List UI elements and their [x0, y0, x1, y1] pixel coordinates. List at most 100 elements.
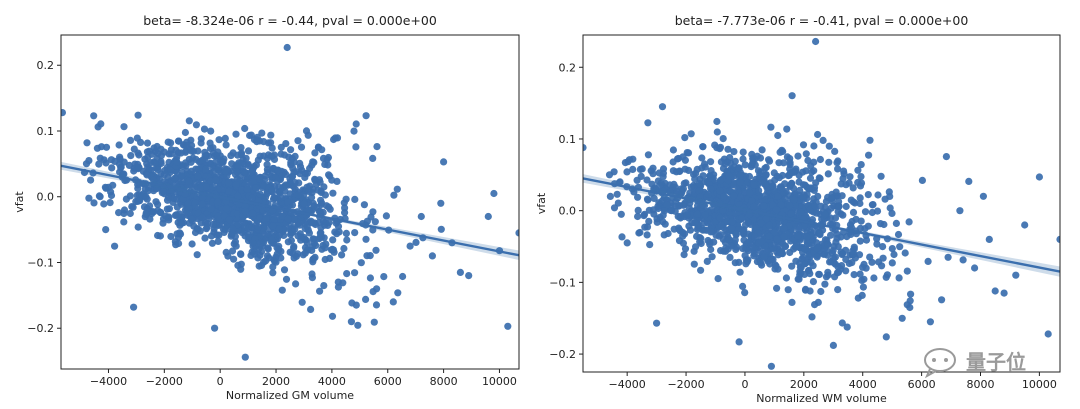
data-point [241, 202, 249, 210]
data-point [211, 176, 220, 184]
outlier-point [102, 226, 110, 234]
data-point [707, 158, 715, 166]
data-point [254, 223, 262, 231]
data-point [272, 253, 280, 261]
data-point [644, 119, 652, 127]
data-point [310, 202, 318, 210]
data-point [865, 151, 873, 159]
data-point [878, 262, 886, 270]
y-tick-label: −0.1 [27, 256, 54, 269]
outlier-point [735, 338, 743, 346]
data-point [157, 157, 165, 166]
data-point [773, 235, 781, 243]
data-point [695, 180, 703, 188]
data-point [342, 195, 350, 203]
data-point [238, 186, 246, 194]
x-tick-label: 2000 [790, 378, 818, 391]
data-point [702, 226, 711, 234]
data-point [803, 233, 811, 241]
data-point [805, 185, 813, 193]
data-point [297, 143, 306, 151]
data-point [133, 134, 141, 142]
data-point [708, 253, 716, 261]
data-point [310, 235, 318, 243]
data-point [111, 242, 119, 250]
data-point [202, 183, 210, 191]
data-point [796, 186, 804, 194]
data-point [864, 222, 872, 230]
data-point [775, 159, 783, 167]
data-point [717, 221, 725, 229]
x-tick-label: −4000 [609, 378, 646, 391]
data-point [806, 270, 814, 278]
outlier-point [437, 199, 445, 207]
outlier-point [1044, 330, 1052, 338]
outlier-point [944, 253, 952, 261]
data-point [761, 192, 769, 200]
data-point [188, 240, 196, 248]
data-point [606, 192, 615, 200]
data-point [744, 219, 752, 227]
data-point [309, 219, 317, 227]
data-point [188, 147, 196, 155]
data-point [724, 145, 732, 153]
data-point [731, 157, 739, 165]
outlier-point [882, 333, 890, 341]
data-point [838, 319, 846, 327]
outlier-point [906, 303, 914, 312]
data-point [787, 210, 795, 218]
data-point [757, 168, 765, 176]
data-point [858, 291, 866, 299]
data-point [120, 123, 128, 131]
data-points [61, 43, 519, 361]
data-point [667, 206, 675, 214]
data-point [750, 181, 758, 189]
data-point [167, 232, 175, 241]
data-point [162, 212, 170, 220]
data-point [748, 197, 756, 205]
data-point [695, 187, 703, 195]
data-point [282, 170, 290, 178]
data-point [181, 190, 189, 198]
data-point [249, 239, 257, 247]
y-tick-label: 0.2 [37, 59, 55, 72]
data-point [885, 188, 893, 196]
data-point [918, 176, 927, 184]
data-point [730, 192, 738, 200]
data-point [306, 182, 314, 190]
data-point [679, 185, 688, 193]
data-point [278, 212, 287, 220]
data-point [200, 125, 209, 133]
data-point [745, 172, 754, 181]
data-point [362, 295, 370, 303]
data-point [209, 183, 217, 191]
data-point [199, 156, 207, 164]
data-point [268, 144, 276, 152]
data-point [788, 168, 797, 176]
data-point [248, 209, 257, 217]
data-point [856, 194, 864, 202]
regression-line [61, 164, 519, 257]
axes-frame [60, 34, 520, 370]
data-point [107, 191, 116, 200]
data-point [833, 159, 841, 167]
data-point [156, 232, 164, 240]
data-point [751, 250, 759, 258]
outlier-point [347, 318, 355, 326]
data-point [154, 149, 162, 158]
data-point [301, 249, 309, 257]
data-point [783, 125, 791, 133]
data-point [716, 143, 725, 151]
data-point [653, 218, 661, 226]
data-point [262, 214, 270, 222]
outlier-point [241, 353, 249, 361]
data-point [821, 211, 829, 219]
data-point [343, 270, 351, 278]
data-point [296, 159, 304, 167]
data-point [732, 230, 741, 238]
data-point [635, 229, 643, 237]
data-point [903, 267, 911, 275]
outlier-point [926, 318, 935, 326]
data-point [199, 193, 207, 201]
y-tick-label: 0.1 [37, 125, 55, 138]
